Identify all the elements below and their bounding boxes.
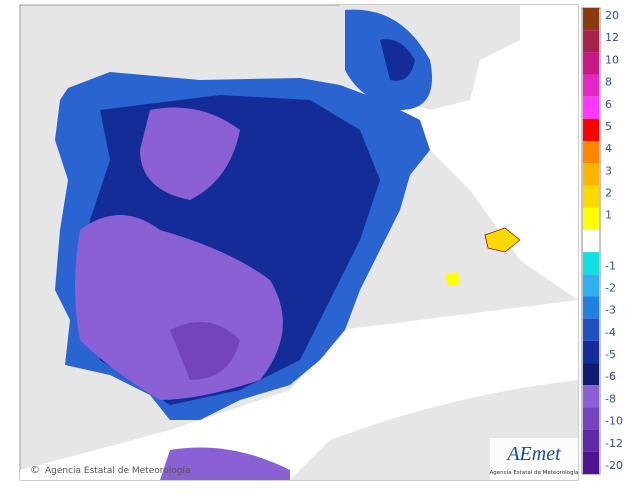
copyright: © (30, 465, 40, 476)
legend-swatch (583, 8, 599, 31)
legend-label: -5 (605, 348, 616, 361)
legend-swatch (583, 118, 599, 142)
legend-swatch (583, 274, 599, 297)
cold-core (380, 39, 415, 81)
legend-swatch (583, 318, 599, 341)
legend-label: 10 (605, 53, 619, 66)
legend-label: 2 (605, 187, 612, 200)
legend-label: -1 (605, 259, 616, 272)
legend-swatch (583, 185, 599, 208)
legend-swatch (583, 96, 599, 119)
cold-core-south (170, 322, 240, 380)
legend-swatch (583, 30, 599, 53)
legend-swatch (583, 385, 599, 408)
legend-swatch (583, 407, 599, 430)
legend-swatch (583, 207, 599, 230)
legend-label: 20 (605, 9, 619, 22)
legend-label: 3 (605, 164, 612, 177)
africa-cold (160, 447, 290, 480)
legend-swatch (583, 252, 599, 275)
legend-label: 4 (605, 142, 612, 155)
legend-label: 5 (605, 120, 612, 133)
legend-label: 12 (605, 31, 619, 44)
legend-label: -6 (605, 370, 616, 383)
credit: Agencia Estatal de Meteorología (45, 466, 191, 476)
legend-swatch (583, 52, 599, 75)
cold-core-north (140, 107, 240, 200)
legend-label: -4 (605, 326, 616, 339)
balearic-islands (484, 227, 521, 253)
legend-label: -8 (605, 392, 616, 405)
legend-label: -20 (605, 459, 623, 472)
legend-swatch (583, 429, 599, 452)
logo-name: AEmet (505, 443, 561, 465)
legend-swatch (583, 340, 599, 364)
logo-box (490, 438, 578, 480)
legend-swatch (583, 451, 599, 474)
legend-label: -10 (605, 415, 623, 428)
ibiza (445, 272, 460, 286)
legend-label: 6 (605, 98, 612, 111)
legend-label: -12 (605, 437, 623, 450)
legend-label: 1 (605, 209, 612, 222)
legend-label: 8 (605, 76, 612, 89)
legend-swatch (583, 74, 599, 97)
legend-label: -2 (605, 281, 616, 294)
legend-swatch (583, 296, 599, 319)
logo-subtitle: Agencia Estatal de Meteorología (490, 469, 579, 476)
legend-swatch (583, 163, 599, 186)
legend-swatch (583, 363, 599, 386)
legend-label: -3 (605, 304, 616, 317)
legend-swatch (583, 141, 599, 164)
